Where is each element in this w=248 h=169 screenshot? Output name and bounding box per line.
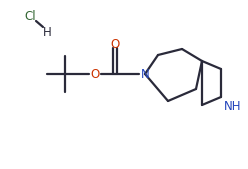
Text: O: O [90,67,100,80]
Text: O: O [110,39,120,52]
Text: N: N [141,67,149,80]
Text: NH: NH [224,101,242,114]
Text: H: H [43,26,51,39]
Text: Cl: Cl [24,9,36,22]
